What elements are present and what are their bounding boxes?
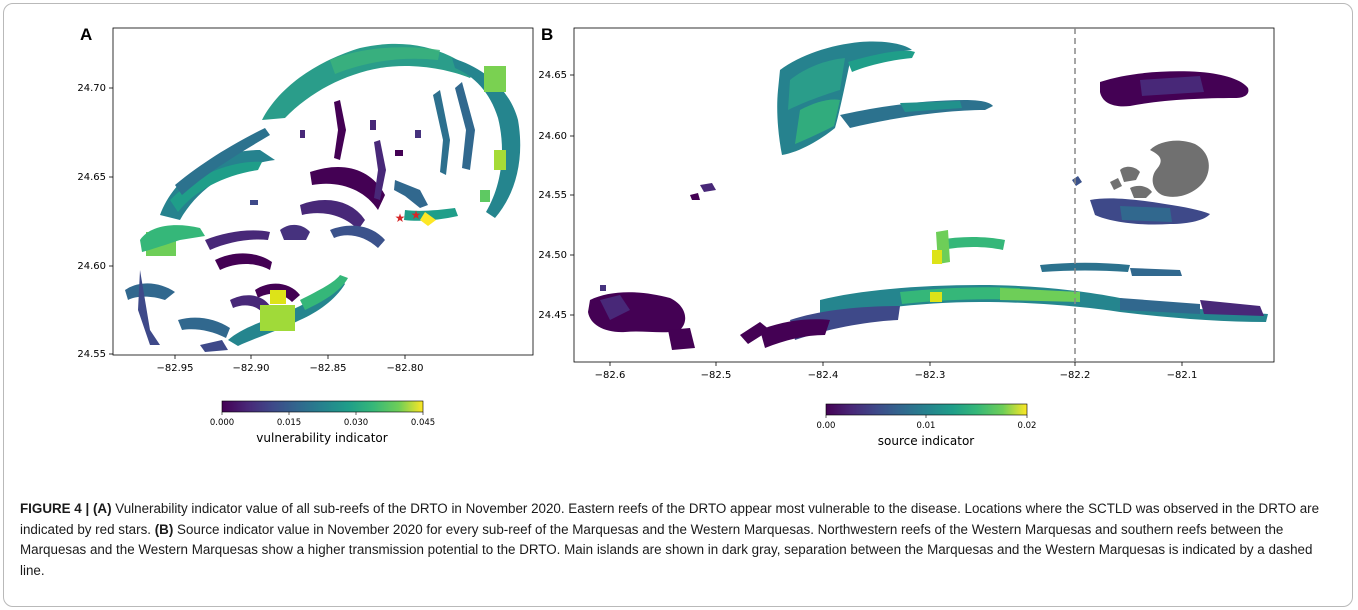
y-tick-label: 24.45 [538, 310, 567, 321]
x-tick-label: −82.2 [1060, 370, 1091, 381]
colorbar-tick-label: 0.01 [917, 421, 936, 431]
colorbar-tick-label: 0.015 [277, 418, 301, 428]
caption-text-a: Vulnerability indicator value of all sub… [20, 501, 1320, 537]
y-tick-label: 24.65 [538, 70, 567, 81]
panel-b-x-axis: −82.6 −82.5 −82.4 −82.3 −82.2 −82.1 [595, 362, 1198, 381]
panel-b-letter: B [541, 25, 553, 44]
panel-a-colorbar: 0.000 0.015 0.030 0.045 vulnerability in… [210, 400, 435, 445]
x-tick-label: −82.4 [808, 370, 839, 381]
marquesas-reef-map [588, 41, 1268, 350]
panel-b-colorbar: 0.00 0.01 0.02 source indicator [817, 403, 1037, 448]
colorbar-tick-label: 0.000 [210, 418, 234, 428]
colorbar-label: vulnerability indicator [256, 431, 387, 445]
x-tick-label: −82.1 [1167, 370, 1198, 381]
panel-a-x-axis: −82.95 −82.90 −82.85 −82.80 [156, 355, 424, 374]
figure-frame [3, 3, 1353, 607]
y-tick-label: 24.60 [77, 261, 106, 272]
y-tick-label: 24.55 [77, 349, 106, 360]
drto-reef-map: ★ ★ [125, 43, 521, 352]
y-tick-label: 24.65 [77, 172, 106, 183]
panel-b: B [538, 25, 1275, 448]
caption-text-b: Source indicator value in November 2020 … [20, 521, 1313, 578]
colorbar-label: source indicator [878, 434, 975, 448]
x-tick-label: −82.6 [595, 370, 626, 381]
x-tick-label: −82.85 [309, 363, 346, 374]
x-tick-label: −82.80 [386, 363, 423, 374]
red-star-icon: ★ [411, 208, 422, 222]
red-star-icon: ★ [395, 211, 406, 225]
panel-a-letter: A [80, 25, 92, 44]
panel-b-y-axis: 24.65 24.60 24.55 24.50 24.45 [538, 70, 574, 321]
colorbar-tick-label: 0.030 [344, 418, 368, 428]
x-tick-label: −82.90 [232, 363, 269, 374]
x-tick-label: −82.95 [156, 363, 193, 374]
y-tick-label: 24.60 [538, 131, 567, 142]
figure-caption: FIGURE 4 | (A) Vulnerability indicator v… [20, 499, 1338, 581]
island [1110, 140, 1209, 198]
colorbar-tick-label: 0.045 [411, 418, 435, 428]
figure-graphic: A [77, 25, 1275, 448]
y-tick-label: 24.55 [538, 190, 567, 201]
colorbar-tick-label: 0.00 [817, 421, 836, 431]
panel-a-y-axis: 24.70 24.65 24.60 24.55 [77, 83, 113, 360]
x-tick-label: −82.5 [701, 370, 732, 381]
colorbar-tick-label: 0.02 [1018, 421, 1037, 431]
caption-marker-a: (A) [92, 501, 112, 516]
caption-marker-b: (B) [154, 521, 174, 537]
x-tick-label: −82.3 [915, 370, 946, 381]
figure-label: FIGURE 4 | [20, 501, 93, 516]
y-tick-label: 24.50 [538, 250, 567, 261]
panel-a: A [77, 25, 534, 445]
y-tick-label: 24.70 [77, 83, 106, 94]
